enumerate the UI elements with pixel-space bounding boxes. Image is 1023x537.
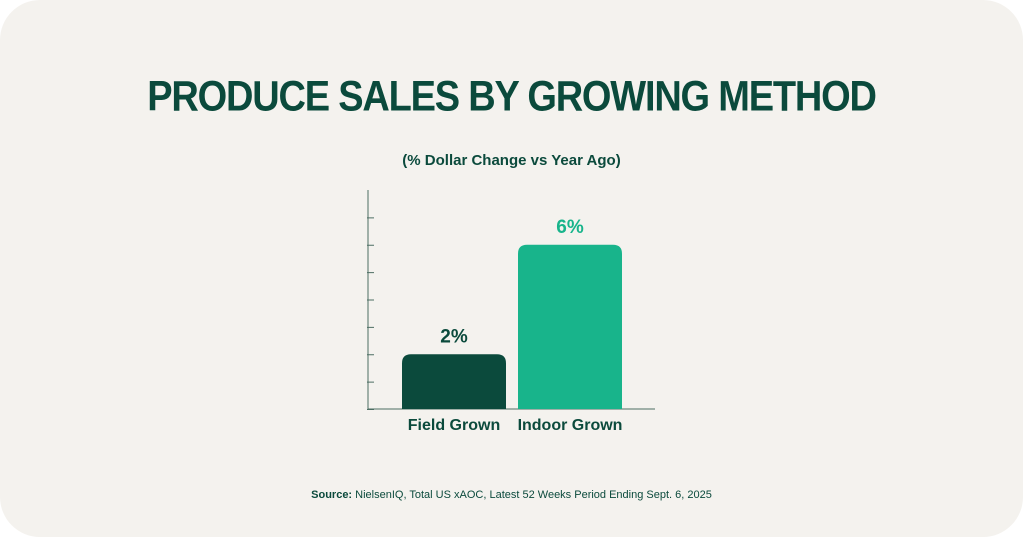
source-text: NielsenIQ, Total US xAOC, Latest 52 Week…	[352, 489, 712, 501]
data-label: 2%	[440, 326, 468, 347]
source-note: Source: NielsenIQ, Total US xAOC, Latest…	[0, 489, 1023, 501]
labels-group: 2% Field Grown 6% Indoor Grown	[408, 217, 623, 434]
bars-group	[402, 244, 622, 409]
x-tick-label: Field Grown	[408, 417, 500, 434]
chart-title: PRODUCE SALES BY GROWING METHOD	[147, 73, 877, 121]
x-tick-label: Indoor Grown	[518, 417, 623, 434]
bar-field-grown	[402, 354, 506, 409]
data-label: 6%	[556, 217, 584, 238]
chart-subtitle: (% Dollar Change vs Year Ago)	[402, 152, 621, 169]
source-label: Source:	[311, 489, 353, 501]
bar-indoor-grown	[518, 244, 622, 409]
